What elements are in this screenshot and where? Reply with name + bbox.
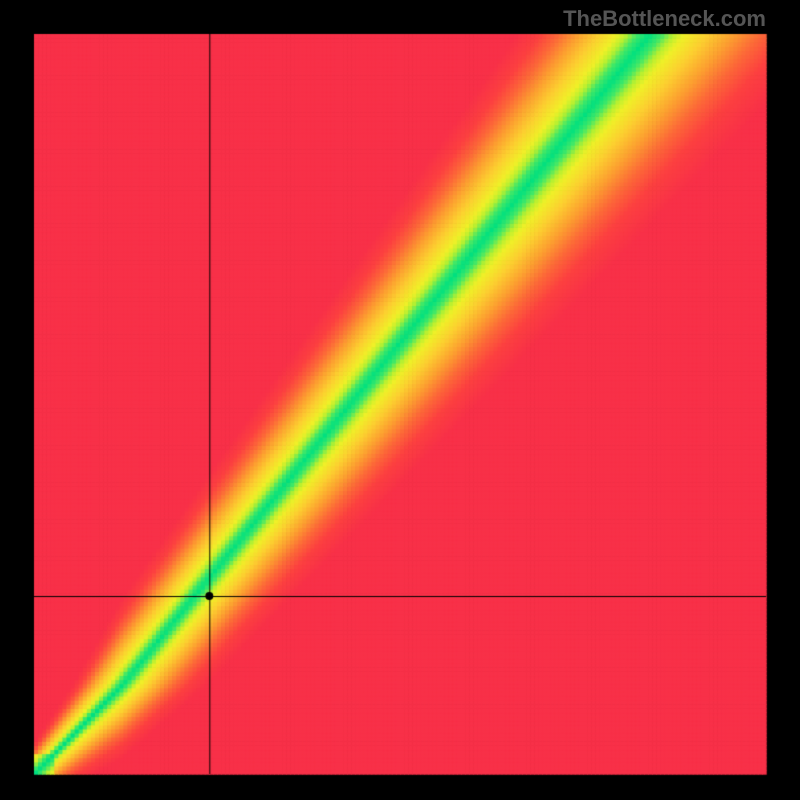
- watermark-text: TheBottleneck.com: [563, 6, 766, 32]
- chart-container: TheBottleneck.com: [0, 0, 800, 800]
- bottleneck-heatmap: [0, 0, 800, 800]
